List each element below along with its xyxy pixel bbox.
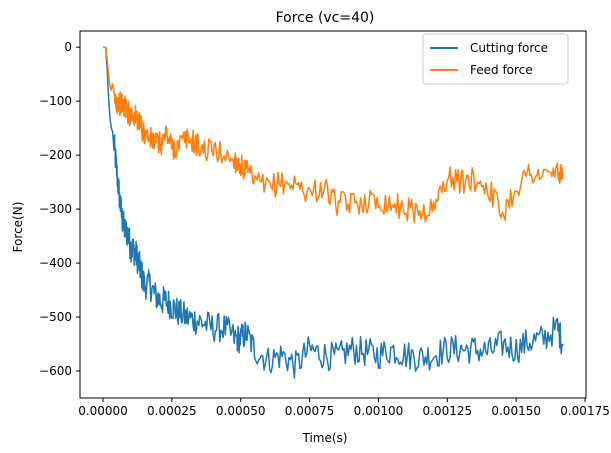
y-axis-title: Force(N) bbox=[11, 202, 25, 253]
plot-area bbox=[79, 30, 587, 399]
x-tick-label: 0.00000 bbox=[78, 404, 128, 418]
legend-frame bbox=[422, 33, 569, 85]
x-axis-ticks: 0.00000 0.00025 0.00050 0.00075 0.00100 0.001… bbox=[78, 398, 610, 418]
chart-title: Force (vc=40) bbox=[276, 10, 375, 26]
axes-frame bbox=[79, 30, 587, 399]
y-tick-label: 0 bbox=[64, 40, 72, 54]
x-tick-label: 0.00125 bbox=[422, 404, 472, 418]
series-line-feed-force bbox=[102, 46, 564, 224]
legend: Cutting force Feed force bbox=[422, 33, 569, 85]
x-tick-label: 0.00050 bbox=[216, 404, 266, 418]
y-tick-label: −500 bbox=[39, 310, 72, 324]
legend-label-cutting-force: Cutting force bbox=[470, 41, 548, 55]
legend-label-feed-force: Feed force bbox=[470, 63, 533, 77]
x-tick-label: 0.00100 bbox=[354, 404, 404, 418]
y-tick-label: −600 bbox=[39, 364, 72, 378]
x-tick-label: 0.00025 bbox=[147, 404, 197, 418]
y-tick-label: −200 bbox=[39, 148, 72, 162]
x-tick-label: 0.00175 bbox=[560, 404, 610, 418]
x-tick-label: 0.00150 bbox=[491, 404, 541, 418]
y-tick-label: −300 bbox=[39, 202, 72, 216]
x-tick-label: 0.00075 bbox=[285, 404, 335, 418]
y-axis-ticks: 0 −100 −200 −300 −400 −500 −600 bbox=[39, 40, 80, 378]
y-tick-label: −400 bbox=[39, 256, 72, 270]
x-axis-title: Time(s) bbox=[302, 431, 348, 445]
y-tick-label: −100 bbox=[39, 94, 72, 108]
series-line-cutting-force bbox=[102, 46, 564, 379]
